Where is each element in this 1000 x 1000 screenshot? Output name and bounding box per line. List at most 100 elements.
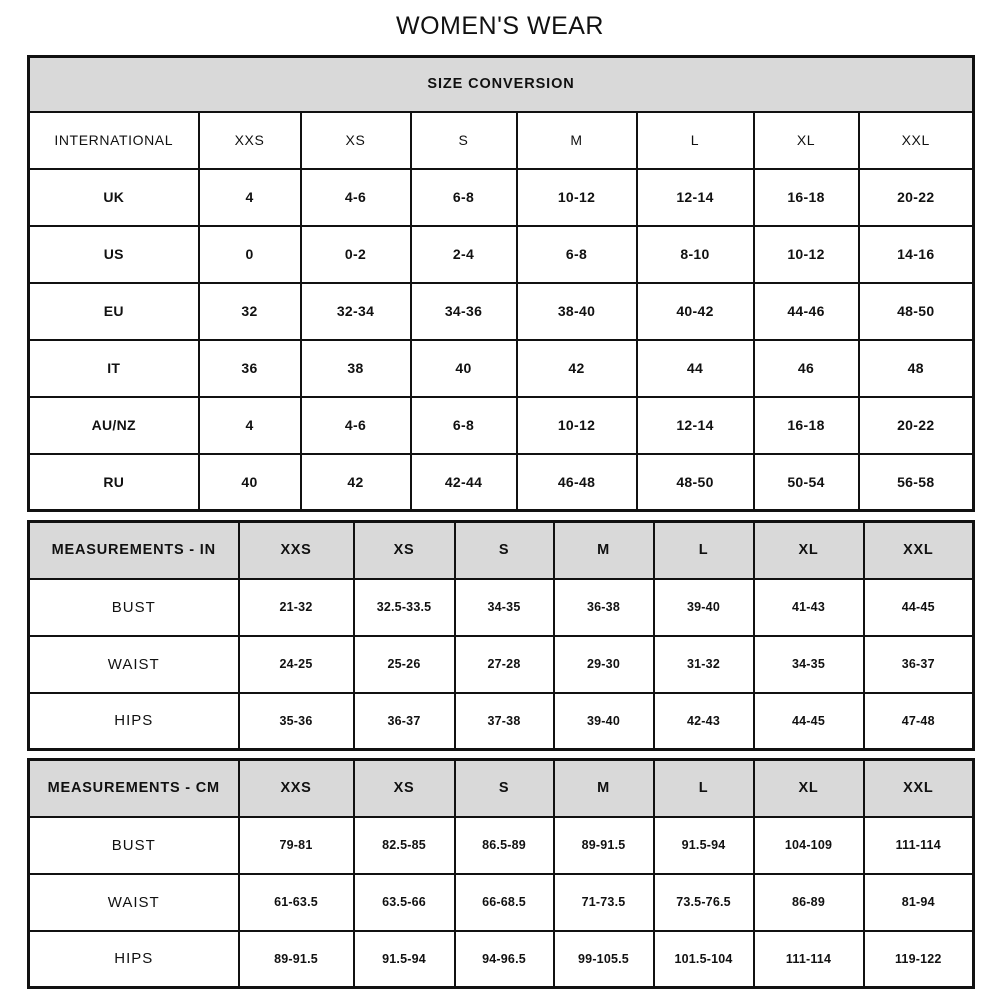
cell-value: 20-22 bbox=[857, 167, 975, 227]
column-header-m: M bbox=[552, 520, 655, 580]
cell-value: 44 bbox=[635, 338, 755, 398]
cell-value: 38 bbox=[299, 338, 412, 398]
cell-value: 6-8 bbox=[409, 395, 518, 455]
cell-value: 0-2 bbox=[299, 224, 412, 284]
cell-value: 0 bbox=[197, 224, 302, 284]
cell-value: 94-96.5 bbox=[453, 929, 555, 989]
table-row: IT 36 38 40 42 44 46 48 bbox=[27, 338, 975, 398]
table-header-row: MEASUREMENTS - IN XXS XS S M L XL XXL bbox=[27, 520, 975, 580]
cell-value: 34-36 bbox=[409, 281, 518, 341]
cell-value: 91.5-94 bbox=[652, 815, 755, 875]
cell-value: 12-14 bbox=[635, 395, 755, 455]
cell-value: 41-43 bbox=[752, 577, 865, 637]
table-banner-row: SIZE CONVERSION bbox=[27, 55, 975, 113]
row-label: UK bbox=[27, 167, 200, 227]
cell-value: 32.5-33.5 bbox=[352, 577, 456, 637]
cell-value: 44-46 bbox=[752, 281, 860, 341]
cell-value: 89-91.5 bbox=[552, 815, 655, 875]
cell-value: 50-54 bbox=[752, 452, 860, 512]
measurements-in-table: MEASUREMENTS - IN XXS XS S M L XL XXL BU… bbox=[27, 520, 975, 751]
cell-value: 24-25 bbox=[237, 634, 355, 694]
cell-value: 8-10 bbox=[635, 224, 755, 284]
row-label: EU bbox=[27, 281, 200, 341]
cell-value: 66-68.5 bbox=[453, 872, 555, 932]
cell-value: 6-8 bbox=[515, 224, 638, 284]
cell-value: 42 bbox=[515, 338, 638, 398]
table-header-row: MEASUREMENTS - CM XXS XS S M L XL XXL bbox=[27, 758, 975, 818]
cell-value: 10-12 bbox=[752, 224, 860, 284]
cell-value: 111-114 bbox=[862, 815, 975, 875]
cell-value: 86.5-89 bbox=[453, 815, 555, 875]
cell-value: 16-18 bbox=[752, 167, 860, 227]
cell-value: 71-73.5 bbox=[552, 872, 655, 932]
column-header-xxs: XXS bbox=[237, 520, 355, 580]
cell-value: 61-63.5 bbox=[237, 872, 355, 932]
cell-value: 4 bbox=[197, 395, 302, 455]
cell-value: 20-22 bbox=[857, 395, 975, 455]
column-header-s: S bbox=[453, 520, 555, 580]
cell-value: 10-12 bbox=[515, 167, 638, 227]
row-label: BUST bbox=[27, 577, 240, 637]
column-header-s: S bbox=[409, 110, 518, 170]
table-header-row: INTERNATIONAL XXS XS S M L XL XXL bbox=[27, 110, 975, 170]
cell-value: 21-32 bbox=[237, 577, 355, 637]
row-label: IT bbox=[27, 338, 200, 398]
column-header-international: INTERNATIONAL bbox=[27, 110, 200, 170]
size-conversion-banner: SIZE CONVERSION bbox=[27, 55, 975, 113]
cell-value: 32-34 bbox=[299, 281, 412, 341]
cell-value: 29-30 bbox=[552, 634, 655, 694]
cell-value: 4-6 bbox=[299, 167, 412, 227]
column-header-xs: XS bbox=[352, 758, 456, 818]
table-row: WAIST 61-63.5 63.5-66 66-68.5 71-73.5 73… bbox=[27, 872, 975, 932]
cell-value: 46-48 bbox=[515, 452, 638, 512]
cell-value: 39-40 bbox=[552, 691, 655, 751]
cell-value: 40-42 bbox=[635, 281, 755, 341]
row-label: RU bbox=[27, 452, 200, 512]
cell-value: 36 bbox=[197, 338, 302, 398]
column-header-m: M bbox=[515, 110, 638, 170]
cell-value: 14-16 bbox=[857, 224, 975, 284]
cell-value: 40 bbox=[197, 452, 302, 512]
cell-value: 119-122 bbox=[862, 929, 975, 989]
cell-value: 79-81 bbox=[237, 815, 355, 875]
table-row: BUST 21-32 32.5-33.5 34-35 36-38 39-40 4… bbox=[27, 577, 975, 637]
table-row: US 0 0-2 2-4 6-8 8-10 10-12 14-16 bbox=[27, 224, 975, 284]
cell-value: 34-35 bbox=[752, 634, 865, 694]
column-header-xxs: XXS bbox=[237, 758, 355, 818]
cell-value: 12-14 bbox=[635, 167, 755, 227]
table-row: EU 32 32-34 34-36 38-40 40-42 44-46 48-5… bbox=[27, 281, 975, 341]
table-row: WAIST 24-25 25-26 27-28 29-30 31-32 34-3… bbox=[27, 634, 975, 694]
cell-value: 4-6 bbox=[299, 395, 412, 455]
cell-value: 56-58 bbox=[857, 452, 975, 512]
column-header-s: S bbox=[453, 758, 555, 818]
table-row: HIPS 89-91.5 91.5-94 94-96.5 99-105.5 10… bbox=[27, 929, 975, 989]
table-row: HIPS 35-36 36-37 37-38 39-40 42-43 44-45… bbox=[27, 691, 975, 751]
cell-value: 35-36 bbox=[237, 691, 355, 751]
column-header-l: L bbox=[635, 110, 755, 170]
cell-value: 44-45 bbox=[752, 691, 865, 751]
cell-value: 48-50 bbox=[635, 452, 755, 512]
row-label: HIPS bbox=[27, 691, 240, 751]
row-label: BUST bbox=[27, 815, 240, 875]
row-label: US bbox=[27, 224, 200, 284]
cell-value: 44-45 bbox=[862, 577, 975, 637]
cell-value: 36-37 bbox=[352, 691, 456, 751]
cell-value: 91.5-94 bbox=[352, 929, 456, 989]
cell-value: 16-18 bbox=[752, 395, 860, 455]
cell-value: 73.5-76.5 bbox=[652, 872, 755, 932]
cell-value: 104-109 bbox=[752, 815, 865, 875]
cell-value: 37-38 bbox=[453, 691, 555, 751]
cell-value: 82.5-85 bbox=[352, 815, 456, 875]
table-row: UK 4 4-6 6-8 10-12 12-14 16-18 20-22 bbox=[27, 167, 975, 227]
cell-value: 38-40 bbox=[515, 281, 638, 341]
column-header-xs: XS bbox=[352, 520, 456, 580]
measurements-cm-table: MEASUREMENTS - CM XXS XS S M L XL XXL BU… bbox=[27, 758, 975, 989]
column-header-m: M bbox=[552, 758, 655, 818]
cell-value: 111-114 bbox=[752, 929, 865, 989]
column-header-xxl: XXL bbox=[857, 110, 975, 170]
column-header-xxl: XXL bbox=[862, 520, 975, 580]
cell-value: 36-38 bbox=[552, 577, 655, 637]
cell-value: 47-48 bbox=[862, 691, 975, 751]
table-row: AU/NZ 4 4-6 6-8 10-12 12-14 16-18 20-22 bbox=[27, 395, 975, 455]
row-label: AU/NZ bbox=[27, 395, 200, 455]
